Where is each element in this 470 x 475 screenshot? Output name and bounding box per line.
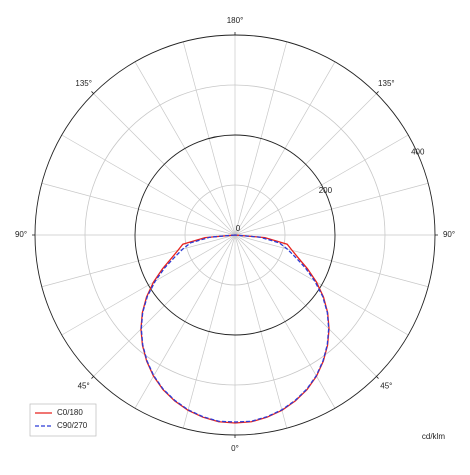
minor-grid-circle <box>84 84 386 386</box>
theta-tick <box>91 91 94 94</box>
theta-tick-label: 180° <box>227 16 244 25</box>
legend-box <box>29 403 97 437</box>
theta-tick-label: 135° <box>378 79 395 88</box>
theta-tick-label: 45° <box>78 381 90 390</box>
theta-tick-label: 135° <box>75 79 92 88</box>
theta-tick-label: 90° <box>443 230 455 239</box>
unit-label: cd/klm <box>422 432 445 441</box>
legend: C0/180 C90/270 <box>29 403 97 437</box>
theta-tick-label: 90° <box>15 230 27 239</box>
theta-tick <box>376 91 379 94</box>
theta-tick-label: 45° <box>380 381 392 390</box>
theta-tick-label: 0° <box>231 444 239 453</box>
r-tick-label: 400 <box>411 148 425 157</box>
grid-circle <box>134 134 336 336</box>
theta-tick <box>376 376 379 379</box>
minor-grid-circle <box>184 184 286 286</box>
r-tick-label: 0 <box>236 224 241 233</box>
series-line <box>140 234 330 423</box>
theta-tick <box>91 376 94 379</box>
r-tick-label: 200 <box>319 186 333 195</box>
series-line <box>140 234 330 424</box>
legend-label: C0/180 <box>57 408 83 417</box>
legend-label: C90/270 <box>57 421 88 430</box>
